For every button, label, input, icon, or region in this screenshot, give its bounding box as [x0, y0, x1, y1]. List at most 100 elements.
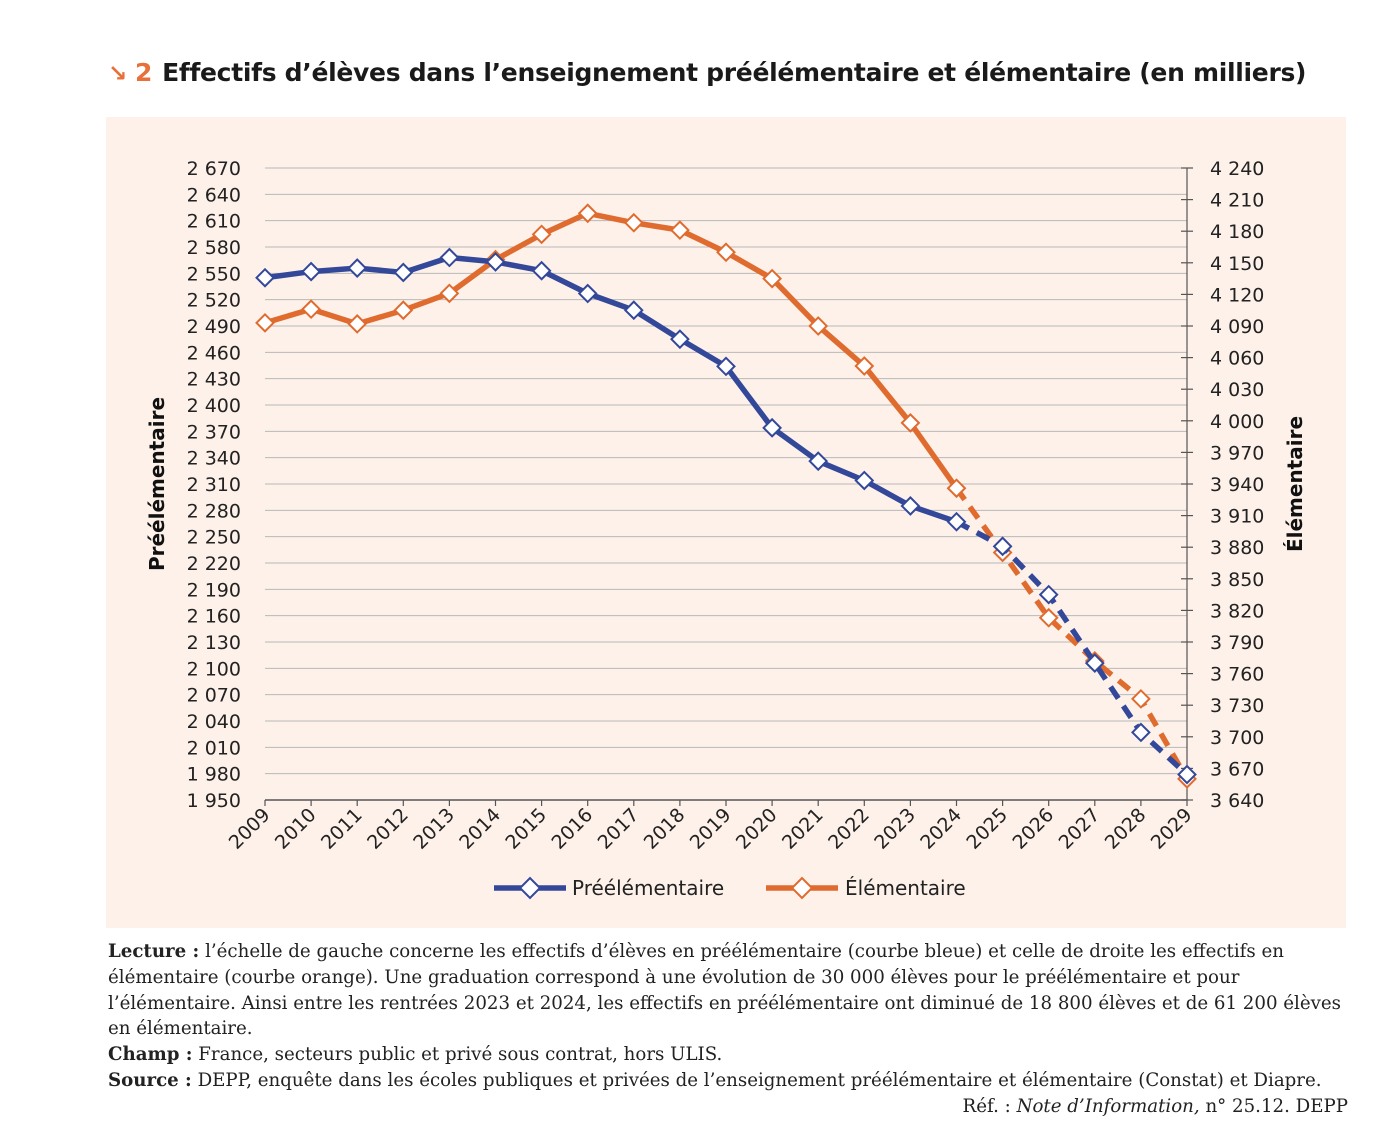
data-point-marker: [716, 242, 736, 263]
x-tick-label: 2023: [870, 804, 920, 854]
right-tick-label: 4 090: [1210, 316, 1264, 338]
data-point-marker: [854, 470, 875, 491]
data-point-marker: [255, 267, 275, 288]
right-tick-label: 3 970: [1210, 442, 1264, 464]
left-tick-label: 2 640: [187, 184, 241, 206]
x-tick-label: 2027: [1055, 804, 1105, 854]
data-point-marker: [1131, 722, 1151, 743]
data-point-marker: [347, 258, 368, 278]
series-line-actual: [262, 254, 960, 525]
data-point-marker: [670, 329, 690, 350]
right-tick-label: 3 790: [1210, 632, 1264, 654]
left-tick-label: 2 520: [187, 290, 241, 312]
data-point-marker: [716, 356, 736, 377]
legend-swatch-marker: [790, 876, 814, 900]
left-tick-label: 2 430: [187, 369, 241, 391]
data-point-marker: [1038, 584, 1059, 605]
data-point-marker: [623, 300, 644, 321]
data-point-marker: [946, 511, 967, 532]
x-tick-label: 2012: [363, 804, 413, 854]
left-tick-label: 2 040: [187, 711, 241, 733]
x-tick-label: 2015: [501, 804, 551, 854]
x-tick-label: 2016: [547, 804, 597, 854]
left-tick-label: 2 280: [187, 500, 241, 522]
source-label: Source :: [108, 1069, 192, 1091]
right-tick-label: 4 120: [1210, 284, 1264, 306]
right-tick-label: 3 850: [1210, 569, 1264, 591]
left-tick-label: 2 670: [187, 158, 241, 180]
data-point-marker: [946, 478, 967, 499]
figure-title: ↘ 2 Effectifs d’élèves dans l’enseignement…: [108, 58, 1348, 87]
data-point-marker: [577, 203, 598, 224]
left-tick-label: 2 370: [187, 421, 241, 443]
right-tick-label: 3 640: [1210, 790, 1264, 812]
left-tick-label: 2 340: [187, 448, 241, 470]
left-tick-label: 2 550: [187, 263, 241, 285]
x-tick-label: 2028: [1101, 804, 1151, 854]
right-tick-label: 3 700: [1210, 727, 1264, 749]
right-tick-label: 3 880: [1210, 537, 1264, 559]
x-tick-label: 2021: [778, 804, 828, 854]
data-point-marker: [623, 212, 644, 233]
x-tick-label: 2019: [686, 804, 736, 854]
left-tick-label: 2 100: [187, 658, 241, 680]
left-tick-label: 2 070: [187, 685, 241, 707]
x-tick-label: 2013: [409, 804, 459, 854]
right-tick-label: 4 180: [1210, 221, 1264, 243]
right-tick-label: 3 760: [1210, 664, 1264, 686]
arrow-down-right-icon: ↘: [108, 61, 127, 87]
legend-label: Préélémentaire: [572, 876, 724, 900]
left-tick-label: 2 310: [187, 474, 241, 496]
legend-label: Élémentaire: [845, 876, 966, 900]
x-tick-label: 2026: [1008, 804, 1058, 854]
champ-text: France, secteurs public et privé sous co…: [198, 1044, 723, 1066]
data-point-marker: [255, 312, 275, 333]
legend-swatch-marker: [518, 876, 542, 900]
data-point-marker: [900, 413, 921, 433]
data-point-marker: [762, 268, 782, 289]
x-tick-label: 2024: [916, 804, 966, 854]
champ-label: Champ :: [108, 1044, 193, 1066]
series-line-actual: [262, 210, 960, 491]
lecture-label: Lecture :: [108, 941, 200, 962]
x-tick-label: 2018: [640, 804, 690, 854]
data-point-marker: [347, 313, 368, 334]
data-point-marker: [531, 260, 552, 281]
data-point-marker: [670, 220, 690, 241]
left-tick-label: 2 400: [187, 395, 241, 417]
data-point-marker: [439, 283, 460, 304]
lecture-text: l’échelle de gauche concerne les effecti…: [108, 941, 1342, 1040]
left-tick-label: 1 950: [187, 790, 241, 812]
right-tick-label: 3 940: [1210, 474, 1264, 496]
source-text: DEPP, enquête dans les écoles publiques …: [197, 1069, 1322, 1091]
reference-note: Réf. : Note d’Information, n° 25.12. DEP…: [108, 1094, 1348, 1120]
series-line-projection: [954, 486, 1190, 781]
data-point-marker: [1038, 607, 1059, 628]
data-point-marker: [577, 283, 598, 304]
x-tick-label: 2017: [594, 804, 644, 854]
x-tick-label: 2011: [317, 804, 367, 854]
lecture-note: Lecture : l’échelle de gauche concerne l…: [108, 939, 1348, 1042]
left-tick-label: 2 220: [187, 553, 241, 575]
left-tick-label: 2 010: [187, 737, 241, 759]
data-point-marker: [531, 224, 552, 245]
ref-title: Note d’Information,: [1016, 1095, 1200, 1117]
figure-number: 2: [134, 58, 153, 87]
left-tick-label: 2 610: [187, 211, 241, 233]
x-tick-label: 2025: [962, 804, 1012, 854]
x-tick-label: 2029: [1147, 804, 1197, 854]
data-point-marker: [485, 252, 506, 272]
right-tick-label: 4 240: [1210, 158, 1264, 180]
right-tick-label: 4 060: [1210, 348, 1264, 370]
x-tick-label: 2022: [824, 804, 874, 854]
data-point-marker: [1177, 764, 1197, 785]
x-tick-label: 2014: [455, 804, 505, 854]
left-tick-label: 2 490: [187, 316, 241, 338]
champ-note: Champ : France, secteurs public et privé…: [108, 1042, 1348, 1068]
data-point-marker: [992, 536, 1013, 557]
right-tick-label: 4 000: [1210, 411, 1264, 433]
right-tick-label: 4 030: [1210, 379, 1264, 401]
source-note: Source : DEPP, enquête dans les écoles p…: [108, 1068, 1348, 1094]
data-point-marker: [854, 356, 875, 376]
